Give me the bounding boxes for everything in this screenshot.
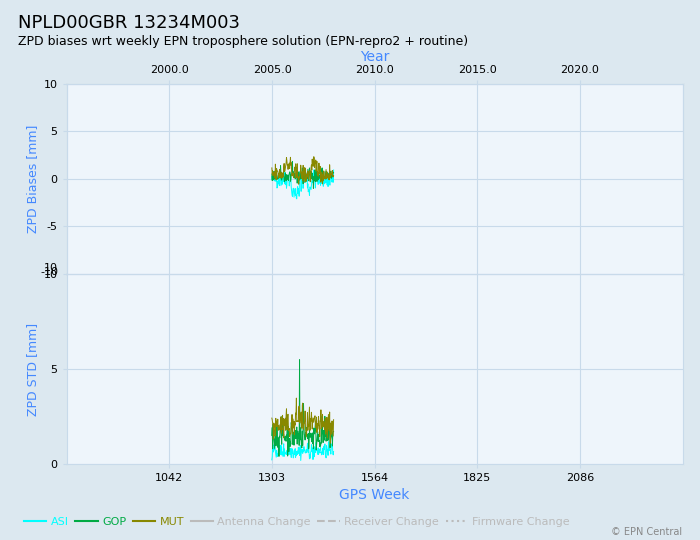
Text: © EPN Central: © EPN Central xyxy=(611,527,682,537)
X-axis label: Year: Year xyxy=(360,50,389,64)
X-axis label: GPS Week: GPS Week xyxy=(340,488,410,502)
Text: NPLD00GBR 13234M003: NPLD00GBR 13234M003 xyxy=(18,14,239,31)
Text: 10: 10 xyxy=(44,264,58,273)
Text: -10: -10 xyxy=(40,267,58,276)
Text: ZPD biases wrt weekly EPN troposphere solution (EPN-repro2 + routine): ZPD biases wrt weekly EPN troposphere so… xyxy=(18,35,468,48)
Legend: ASI, GOP, MUT, Antenna Change, Receiver Change, Firmware Change: ASI, GOP, MUT, Antenna Change, Receiver … xyxy=(20,513,574,532)
Y-axis label: ZPD STD [mm]: ZPD STD [mm] xyxy=(27,323,39,416)
Y-axis label: ZPD Biases [mm]: ZPD Biases [mm] xyxy=(27,125,39,233)
